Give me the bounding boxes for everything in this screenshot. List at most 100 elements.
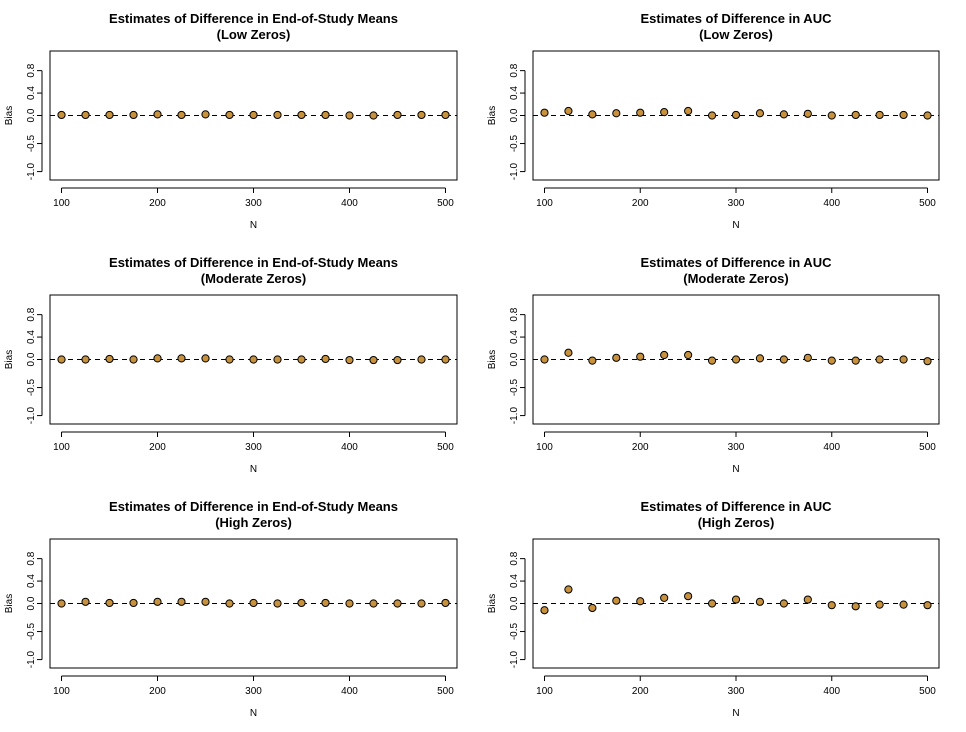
x-tick-label: 100 bbox=[53, 442, 70, 453]
y-tick-label: -0.5 bbox=[509, 622, 520, 640]
x-tick-label: 500 bbox=[437, 686, 454, 697]
chart-panel-5: Estimates of Difference in End-of-Study … bbox=[4, 499, 458, 719]
data-point bbox=[899, 600, 908, 609]
y-tick-label: 0.0 bbox=[509, 352, 520, 366]
data-point bbox=[731, 110, 741, 120]
x-tick-label: 500 bbox=[919, 686, 936, 697]
data-point bbox=[564, 348, 573, 357]
y-tick-label: -1.0 bbox=[26, 163, 37, 181]
data-point bbox=[636, 108, 645, 117]
y-tick-label: 0.0 bbox=[26, 596, 37, 610]
data-point bbox=[417, 110, 426, 120]
data-point bbox=[803, 353, 812, 362]
data-point bbox=[612, 109, 621, 118]
y-axis-label: Bias bbox=[4, 106, 15, 125]
data-point bbox=[177, 110, 186, 120]
data-point bbox=[105, 354, 114, 364]
data-point bbox=[417, 355, 426, 364]
x-tick-label: 100 bbox=[53, 198, 70, 209]
data-point bbox=[588, 356, 597, 365]
data-point bbox=[540, 108, 549, 117]
data-point bbox=[177, 354, 186, 363]
data-point bbox=[225, 355, 234, 364]
data-point bbox=[249, 598, 258, 608]
x-tick-label: 200 bbox=[632, 442, 649, 453]
data-point bbox=[923, 601, 932, 610]
data-point bbox=[875, 355, 884, 364]
data-point bbox=[851, 356, 860, 365]
chart-title: Estimates of Difference in End-of-Study … bbox=[109, 11, 398, 26]
y-tick-label: 0.4 bbox=[509, 574, 520, 588]
data-point bbox=[441, 598, 450, 608]
data-point bbox=[297, 355, 306, 364]
x-axis-label: N bbox=[250, 464, 257, 475]
y-tick-label: -0.5 bbox=[26, 134, 37, 152]
data-point bbox=[803, 109, 812, 118]
y-axis-label: Bias bbox=[487, 350, 498, 369]
data-point bbox=[393, 599, 402, 608]
x-tick-label: 300 bbox=[245, 442, 262, 453]
data-point bbox=[273, 110, 282, 120]
x-tick-label: 300 bbox=[728, 198, 745, 209]
x-tick-label: 400 bbox=[341, 686, 358, 697]
data-point bbox=[393, 355, 402, 365]
data-point bbox=[345, 111, 354, 120]
chart-subtitle: (Moderate Zeros) bbox=[683, 271, 788, 286]
data-point bbox=[636, 597, 645, 606]
data-point bbox=[755, 354, 765, 363]
data-point bbox=[273, 599, 282, 608]
x-tick-label: 400 bbox=[823, 442, 840, 453]
data-point bbox=[81, 110, 90, 120]
y-tick-label: -0.5 bbox=[509, 134, 520, 152]
x-axis-label: N bbox=[732, 220, 739, 231]
x-tick-label: 200 bbox=[632, 198, 649, 209]
data-point bbox=[779, 599, 788, 608]
data-point bbox=[273, 355, 282, 364]
x-tick-label: 400 bbox=[823, 198, 840, 209]
data-point bbox=[369, 355, 378, 365]
data-point bbox=[345, 355, 354, 365]
x-tick-label: 500 bbox=[437, 198, 454, 209]
y-axis-label: Bias bbox=[487, 594, 498, 613]
x-axis-label: N bbox=[732, 708, 739, 719]
chart-title: Estimates of Difference in End-of-Study … bbox=[109, 255, 398, 270]
chart-panel-3: Estimates of Difference in End-of-Study … bbox=[4, 255, 458, 475]
data-point bbox=[588, 603, 597, 613]
y-tick-label: 0.4 bbox=[509, 86, 520, 100]
x-tick-label: 200 bbox=[149, 442, 166, 453]
data-point bbox=[851, 602, 860, 611]
data-point bbox=[153, 354, 162, 363]
data-point bbox=[612, 353, 621, 362]
data-point bbox=[369, 599, 378, 608]
y-tick-label: -0.5 bbox=[509, 378, 520, 396]
data-point bbox=[684, 592, 693, 601]
y-tick-label: 0.0 bbox=[509, 108, 520, 122]
data-point bbox=[588, 110, 597, 119]
chart-subtitle: (High Zeros) bbox=[215, 515, 292, 530]
data-point bbox=[707, 111, 717, 120]
chart-panel-2: Estimates of Difference in AUC(Low Zeros… bbox=[487, 11, 940, 231]
y-tick-label: 0.4 bbox=[26, 574, 37, 588]
chart-title: Estimates of Difference in AUC bbox=[641, 11, 833, 26]
data-point bbox=[153, 597, 162, 606]
y-tick-label: 0.4 bbox=[26, 330, 37, 344]
data-point bbox=[827, 601, 836, 610]
data-point bbox=[201, 354, 210, 363]
x-tick-label: 100 bbox=[536, 686, 553, 697]
data-point bbox=[755, 109, 765, 118]
y-tick-label: 0.8 bbox=[509, 551, 520, 565]
data-point bbox=[660, 108, 669, 117]
data-point bbox=[636, 352, 645, 361]
data-point bbox=[201, 110, 210, 119]
data-point bbox=[851, 110, 860, 120]
data-point bbox=[564, 585, 573, 594]
x-tick-label: 300 bbox=[728, 686, 745, 697]
data-point bbox=[81, 597, 90, 606]
data-point bbox=[441, 110, 450, 120]
y-tick-label: 0.0 bbox=[509, 596, 520, 610]
x-tick-label: 300 bbox=[245, 686, 262, 697]
y-tick-label: -0.5 bbox=[26, 378, 37, 396]
data-point bbox=[129, 598, 138, 608]
x-tick-label: 200 bbox=[149, 198, 166, 209]
data-point bbox=[345, 599, 354, 608]
